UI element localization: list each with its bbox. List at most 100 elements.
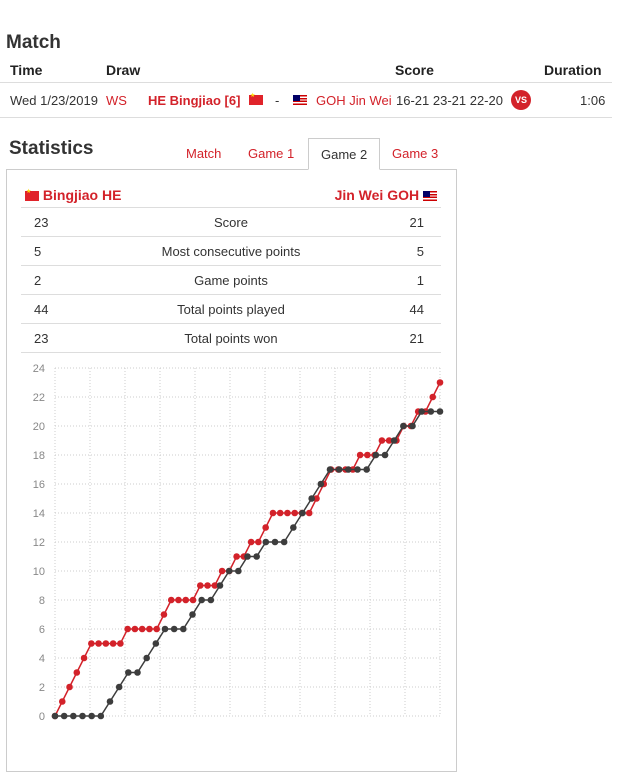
tab-game-3[interactable]: Game 3 [392,146,439,161]
series-2-point [216,582,224,589]
stat-row-points-played: 44 Total points played 44 [21,295,441,324]
series-2-point [225,567,233,575]
series-2-point [180,625,187,633]
series-1-point [73,669,81,676]
series-1-point [153,625,160,633]
stat-left-value: 44 [34,302,49,317]
series-2-point [207,596,215,604]
stat-right-value: 5 [416,244,424,259]
tab-match[interactable]: Match [186,146,222,161]
series-2-point [271,538,279,546]
series-2-point [97,712,105,720]
series-1-point [218,567,226,575]
series-2-point [198,596,205,604]
series-1-point [262,524,269,531]
series-2-point [418,408,425,415]
player1-link[interactable]: HE Bingjiao [6] [148,93,241,108]
vs-badge-icon[interactable]: VS [511,90,531,110]
series-1-point [66,683,73,691]
series-1-point [109,640,117,647]
series-1-point [117,640,124,647]
y-tick-label: 24 [33,363,45,375]
series-1-point [436,379,444,386]
series-2-point [244,553,251,560]
series-1-point [196,582,204,589]
stat-row-game-points: 2 Game points 1 [21,266,441,295]
match-row[interactable]: Wed 1/23/2019 WS HE Bingjiao [6] - GOH J… [0,84,612,118]
y-tick-label: 8 [39,595,45,607]
col-score: Score [395,62,434,78]
series-2-point [345,466,352,473]
y-tick-label: 18 [33,450,45,462]
malaysia-flag-icon [293,95,307,105]
y-tick-label: 4 [39,653,45,665]
series-2-point [106,698,114,705]
series-2-point [88,712,95,720]
series-1-point [356,451,364,459]
series-1-point [429,393,437,401]
china-flag-icon [249,92,263,105]
y-tick-label: 16 [33,479,45,491]
series-2-point [60,712,68,720]
series-2-point [51,712,59,720]
series-1-point [138,625,146,633]
stat-row-consecutive: 5 Most consecutive points 5 [21,237,441,266]
y-tick-label: 2 [39,682,45,694]
series-1-point [124,625,131,633]
series-1-point [131,625,139,633]
series-2-point [427,408,435,415]
stat-right-value: 1 [416,273,424,288]
series-1-point [167,596,175,604]
tab-game-1[interactable]: Game 1 [248,146,295,161]
series-1-point [291,509,299,517]
tab-game-2[interactable]: Game 2 [308,138,381,170]
y-tick-label: 10 [33,566,45,578]
match-duration: 1:06 [580,93,606,108]
series-2-point [152,640,160,647]
series-1-point [175,596,182,604]
series-1-point [378,437,386,444]
match-score: 16-21 23-21 22-20 [396,93,503,108]
series-1-point [146,625,153,633]
stat-right-value: 44 [409,302,424,317]
series-2-point [262,538,270,546]
series-1-point [88,640,95,647]
player2-link[interactable]: GOH Jin Wei [316,93,392,108]
series-1-point [233,553,240,560]
series-2-point [436,408,444,415]
series-1-point [182,596,190,604]
series-1-point [255,538,262,546]
player-right-name: Jin Wei GOH [334,187,420,203]
match-heading: Match [6,32,61,53]
stat-left-value: 23 [34,331,49,346]
series-2-point [235,567,242,575]
series-2-point [400,422,407,430]
series-2-point [79,712,86,720]
stat-label: Most consecutive points [161,244,301,259]
series-line-1 [54,382,441,717]
series-1-point [284,509,291,517]
series-2-point [354,466,361,473]
stat-left-value: 23 [34,215,49,230]
series-2-point [189,611,196,618]
match-draw-link[interactable]: WS [106,93,127,108]
series-1-point [80,654,88,662]
stat-row-score: 23 Score 21 [21,208,441,237]
series-2-point [390,437,398,444]
series-1-point [269,509,277,517]
series-1-point [189,596,197,604]
stat-left-value: 5 [34,244,42,259]
series-2-point [317,480,325,488]
series-2-point [299,509,306,517]
series-1-point [102,640,110,647]
malaysia-flag-icon [423,191,437,202]
series-1-point [305,509,313,517]
stat-label: Total points played [177,302,285,317]
series-1-point [276,509,284,517]
statistics-panel: Bingjiao HE Jin Wei GOH 23 Score 21 5 Mo… [6,169,457,772]
series-1-point [160,611,168,618]
stat-right-value: 21 [409,331,424,346]
y-tick-label: 20 [33,421,45,433]
y-tick-label: 22 [33,392,45,404]
stat-left-value: 2 [34,273,42,288]
